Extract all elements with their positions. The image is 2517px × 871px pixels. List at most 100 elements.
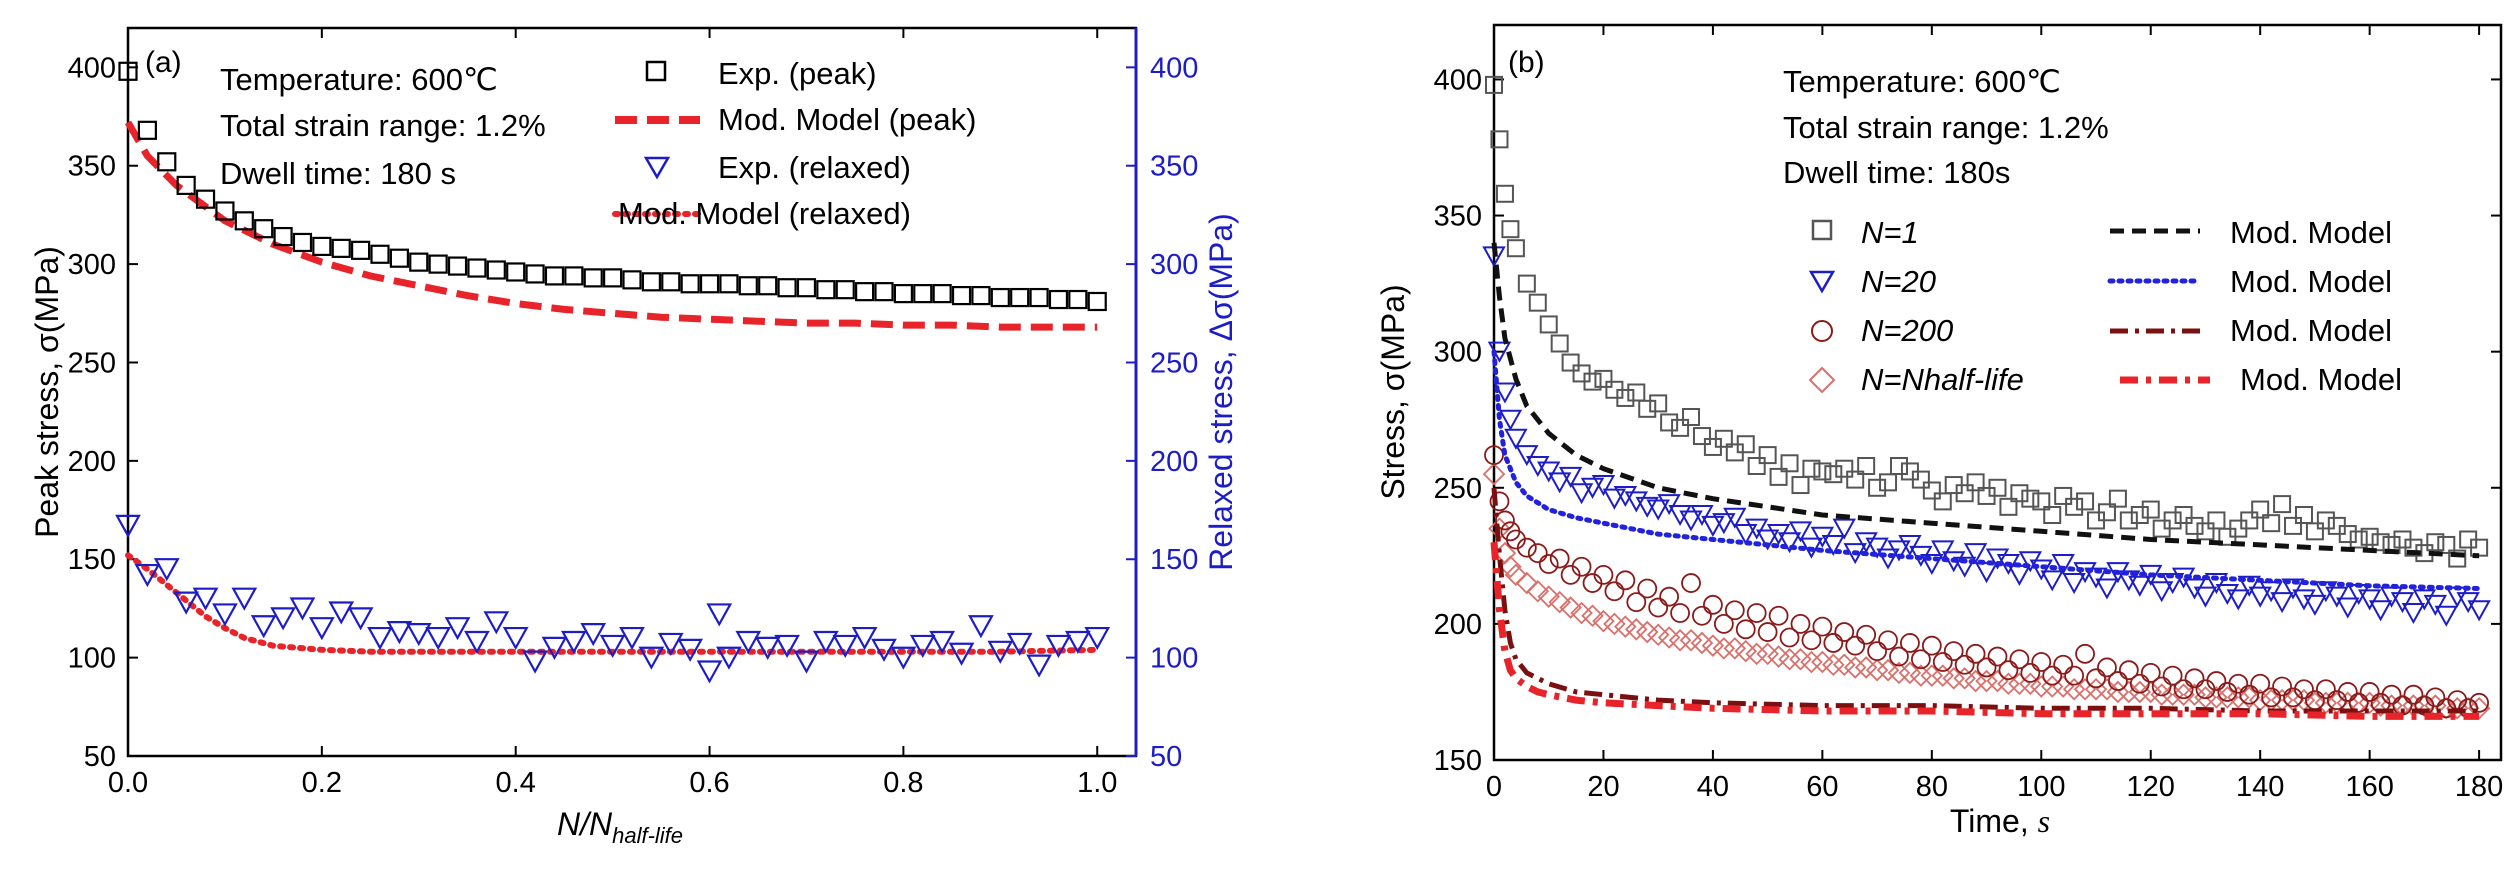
panel-b-annotation-temperature: Temperature: 600℃ (1783, 64, 2061, 99)
x-tick-label: 0 (1486, 771, 1502, 803)
exp-relaxed-point (890, 646, 917, 670)
exp-peak-point (719, 274, 739, 294)
n1-point (2032, 492, 2051, 511)
n-halflife-point (1964, 669, 1987, 693)
panel-a-data-layer (115, 61, 1111, 684)
n1-point (2360, 527, 2379, 546)
n20-point (1526, 456, 1550, 478)
n-halflife-point (1526, 579, 1550, 603)
exp-relaxed-point (386, 621, 413, 645)
n1-point (2185, 516, 2204, 535)
exp-peak-point (137, 120, 157, 140)
panel-a-x-axis-title-subscript: half-life (612, 823, 683, 848)
exp-relaxed-point (289, 597, 316, 621)
legend-n20-marker (1808, 270, 1836, 294)
n20-point (2325, 586, 2349, 608)
n20-point (2467, 600, 2491, 622)
panel-b-y-ticks: 150 200 250 300 350 400 (1434, 64, 2501, 777)
exp-relaxed-point (774, 634, 800, 658)
n1-point (1583, 372, 1602, 391)
n200-point (1921, 635, 1942, 656)
exp-relaxed-point (134, 563, 161, 588)
n20-point (1920, 554, 1944, 576)
n200-point (1670, 603, 1690, 623)
n20-point (1821, 534, 1846, 557)
exp-relaxed-point (909, 634, 936, 658)
n200-point (1516, 537, 1537, 558)
x-tick-label: 0.4 (496, 767, 536, 799)
exp-peak-point (990, 287, 1010, 308)
n20-point (1723, 507, 1747, 529)
n-halflife-point (2216, 686, 2239, 709)
n1-point (1671, 418, 1690, 437)
exp-peak-point (428, 254, 448, 274)
exp-peak-point (641, 272, 661, 292)
exp-relaxed-point (153, 558, 180, 582)
exp-relaxed-point (560, 630, 587, 655)
exp-relaxed-point (638, 646, 665, 670)
n-halflife-point (1920, 664, 1944, 687)
n1-point (2338, 525, 2357, 544)
x-tick-label: 60 (1806, 771, 1838, 803)
y-tick-label: 400 (68, 52, 116, 84)
n200-point (1790, 613, 1811, 634)
n200-point (1954, 654, 1975, 675)
exp-peak-point (738, 276, 758, 296)
exp-peak-point (1048, 289, 1069, 310)
n200-point (1735, 619, 1756, 640)
y-tick-label: 300 (68, 249, 116, 281)
n-halflife-point (1734, 639, 1758, 663)
n1-point (1922, 481, 1941, 500)
panel-a-x-axis-title-main: N/N (557, 806, 613, 842)
n1-point (1517, 274, 1536, 293)
exp-relaxed-point (580, 623, 607, 647)
n20-point (1591, 475, 1616, 497)
model-relaxed-curve (125, 552, 1101, 655)
n200-point (1878, 630, 1898, 651)
exp-peak-point (874, 282, 894, 302)
panel-b-legend: N=1 N=20 N=200 N=Nhalf-life Mod. Model M… (1808, 215, 2402, 397)
n1-point (2240, 511, 2259, 530)
exp-peak-point (292, 232, 313, 253)
panel-b-annotation-dwell-time: Dwell time: 180s (1783, 155, 2010, 190)
legend-nhalf-label: N=Nhalf-life (1861, 362, 2024, 397)
n200-point (1648, 597, 1669, 618)
n200-point (2381, 684, 2402, 705)
n-halflife-point (1712, 637, 1736, 660)
y-right-tick-label: 300 (1150, 249, 1198, 281)
exp-relaxed-point (173, 591, 200, 615)
exp-peak-point (351, 240, 371, 260)
n20-point (2357, 589, 2382, 611)
exp-peak-point (1029, 287, 1049, 308)
legend-exp-relaxed-marker (643, 156, 671, 180)
exp-relaxed-point (987, 640, 1014, 664)
exp-peak-point (254, 219, 274, 239)
panel-a-legend: Exp. (peak) Mod. Model (peak) Exp. (rela… (612, 56, 976, 231)
y-right-tick-label: 150 (1150, 544, 1198, 576)
n20-point (1657, 494, 1681, 516)
n20-point (2281, 578, 2305, 600)
n1-point (1988, 478, 2007, 497)
n200-point (1834, 622, 1855, 642)
exp-peak-point (544, 266, 565, 286)
n1-point (1692, 427, 1711, 446)
exp-relaxed-point (328, 601, 355, 625)
exp-relaxed-point (308, 617, 335, 641)
n200-point (2075, 643, 2095, 664)
panel-b: 0 20 40 60 80 100 120 140 160 180 150 200 250 300 350… (1375, 23, 2503, 839)
n20-point (2128, 575, 2152, 597)
n200-point (1757, 622, 1778, 642)
x-tick-label: 140 (2236, 771, 2284, 803)
n200-point (1538, 554, 1559, 574)
n200-point (1779, 627, 1800, 648)
n1-point (1501, 220, 1520, 239)
n-halflife-point (1843, 656, 1867, 679)
exp-relaxed-point (716, 646, 742, 670)
exp-peak-point (699, 274, 720, 294)
n-halflife-point (1482, 462, 1506, 486)
n200-point (2294, 679, 2314, 700)
n1-point (1758, 446, 1777, 465)
exp-relaxed-point (502, 626, 529, 651)
n20-point (2423, 594, 2448, 616)
n20-point (2215, 583, 2240, 606)
